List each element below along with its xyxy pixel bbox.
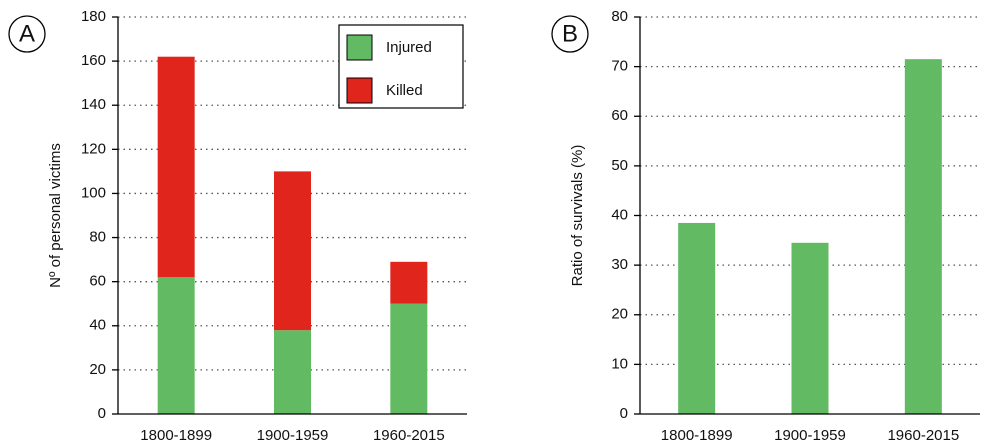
y-tick-label: 120 xyxy=(81,140,106,157)
bar xyxy=(678,222,716,414)
bar-segment xyxy=(157,56,195,278)
y-tick-label: 40 xyxy=(89,317,106,334)
y-tick-label: 80 xyxy=(89,229,106,246)
y-tick-label: 0 xyxy=(98,405,106,422)
y-tick-label: 0 xyxy=(620,405,628,422)
y-axis-label: Nº of personal victims xyxy=(47,143,64,288)
bar-segment xyxy=(390,261,428,304)
y-tick-label: 70 xyxy=(611,58,628,75)
x-tick-label: 1800-1899 xyxy=(140,427,212,444)
panel-circle xyxy=(551,15,589,53)
bar-segment xyxy=(274,330,311,414)
y-tick-label: 140 xyxy=(81,96,106,113)
y-tick-label: 80 xyxy=(611,8,628,25)
y-tick-label: 100 xyxy=(81,184,106,201)
bar-segment xyxy=(157,277,195,414)
panel-label: B xyxy=(562,20,578,47)
panel-label: A xyxy=(19,20,35,47)
legend-label: Injured xyxy=(386,39,432,56)
bar-segment xyxy=(390,303,428,414)
y-tick-label: 20 xyxy=(611,306,628,323)
x-tick-label: 1960-2015 xyxy=(887,427,959,444)
x-tick-label: 1800-1899 xyxy=(661,427,733,444)
legend-swatch xyxy=(346,77,373,104)
bar xyxy=(791,242,829,414)
y-tick-label: 160 xyxy=(81,52,106,69)
y-tick-label: 30 xyxy=(611,256,628,273)
x-tick-label: 1900-1959 xyxy=(774,427,846,444)
y-tick-label: 60 xyxy=(89,273,106,290)
panel-circle xyxy=(8,15,46,53)
y-tick-label: 20 xyxy=(89,361,106,378)
y-tick-label: 10 xyxy=(611,355,628,372)
y-tick-label: 40 xyxy=(611,206,628,223)
y-tick-label: 50 xyxy=(611,157,628,174)
x-tick-label: 1900-1959 xyxy=(257,427,329,444)
bar xyxy=(904,59,942,415)
y-tick-label: 180 xyxy=(81,8,106,25)
legend-swatch xyxy=(346,34,373,61)
y-tick-label: 60 xyxy=(611,107,628,124)
x-tick-label: 1960-2015 xyxy=(373,427,445,444)
y-axis-label: Ratio of survivals (%) xyxy=(569,145,586,287)
legend-label: Killed xyxy=(386,82,423,99)
bar-segment xyxy=(274,171,311,331)
